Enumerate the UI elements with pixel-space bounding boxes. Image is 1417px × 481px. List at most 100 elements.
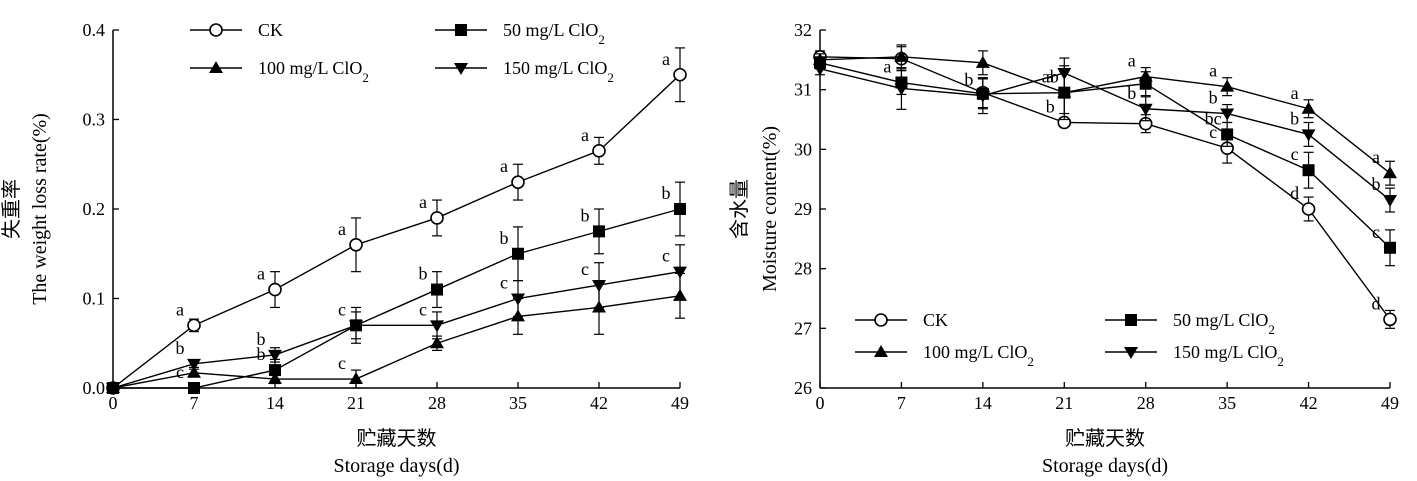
- significance-label: c: [1209, 122, 1217, 142]
- significance-label: d: [1290, 183, 1299, 203]
- y-tick-label: 0.2: [83, 199, 106, 219]
- legend-label: 100 mg/L ClO2: [258, 58, 369, 85]
- data-point: [511, 175, 525, 189]
- x-axis-title-en: Storage days(d): [333, 455, 459, 477]
- legend-marker: [874, 345, 888, 357]
- data-point: [813, 63, 827, 76]
- data-point: [813, 52, 827, 65]
- x-tick-label: 28: [428, 393, 446, 413]
- legend-item: 50 mg/L ClO2: [1105, 310, 1275, 337]
- significance-label: b: [581, 205, 590, 225]
- x-tick-label: 7: [897, 393, 906, 413]
- significance-label: b: [257, 329, 266, 349]
- data-point: [975, 55, 990, 68]
- data-point: [268, 349, 282, 362]
- data-point: [1301, 202, 1316, 216]
- y-tick-label: 29: [794, 199, 812, 219]
- series-triangle-up-filled: a a a a a: [813, 44, 1397, 186]
- legend-label: CK: [923, 310, 948, 330]
- legend-item: 100 mg/L ClO2: [190, 58, 369, 85]
- data-point: [1384, 241, 1396, 254]
- y-tick-label: 32: [794, 20, 812, 40]
- data-point: [1138, 69, 1153, 82]
- significance-label: a: [176, 299, 184, 319]
- series-line: [819, 62, 1391, 249]
- x-tick-label: 0: [109, 393, 118, 413]
- significance-label: b: [1290, 108, 1299, 128]
- data-point: [592, 280, 606, 293]
- significance-label: d: [1372, 293, 1381, 313]
- data-point: [975, 90, 990, 103]
- significance-label: a: [883, 57, 891, 77]
- series-line: [112, 74, 681, 389]
- data-point: [349, 238, 363, 252]
- significance-label: c: [419, 299, 427, 319]
- significance-label: c: [1372, 222, 1380, 242]
- data-point: [1221, 128, 1234, 141]
- x-tick-label: 35: [1218, 393, 1236, 413]
- data-point: [894, 49, 909, 62]
- significance-label: a: [338, 219, 346, 239]
- legend-item: 100 mg/L ClO2: [855, 342, 1034, 369]
- y-tick-label: 28: [794, 259, 812, 279]
- data-point: [1220, 108, 1235, 121]
- legend-marker: [1125, 314, 1137, 326]
- significance-label: b: [176, 338, 185, 358]
- data-point: [1301, 129, 1316, 142]
- x-tick-label: 42: [1300, 393, 1318, 413]
- legend-label: 50 mg/L ClO2: [503, 20, 605, 47]
- significance-label: b: [1372, 174, 1381, 194]
- x-tick-label: 49: [1381, 393, 1399, 413]
- x-tick-label: 14: [974, 393, 992, 413]
- x-tick-label: 28: [1137, 393, 1155, 413]
- significance-label: c: [338, 299, 346, 319]
- data-point: [1057, 85, 1072, 98]
- data-point: [512, 247, 524, 260]
- data-point: [894, 83, 909, 96]
- y-axis-title-cn: 失重率: [0, 179, 23, 239]
- significance-label: b: [419, 264, 428, 284]
- x-tick-label: 35: [509, 393, 527, 413]
- data-point: [187, 318, 201, 333]
- significance-label: c: [1291, 144, 1299, 164]
- data-point: [1302, 164, 1315, 177]
- legend-marker: [209, 61, 223, 73]
- significance-label: b: [257, 344, 266, 364]
- y-tick-label: 0.4: [83, 20, 106, 40]
- data-point: [1383, 195, 1397, 208]
- significance-label: b: [500, 228, 509, 248]
- data-point: [431, 283, 443, 296]
- x-tick-label: 21: [1055, 393, 1073, 413]
- y-axis-title-en: The weight loss rate(%): [29, 113, 51, 305]
- significance-label: bc: [1205, 108, 1222, 128]
- y-tick-label: 31: [794, 80, 812, 100]
- x-tick-label: 21: [347, 393, 365, 413]
- data-point: [188, 382, 200, 394]
- x-axis-title-en: Storage days(d): [1042, 455, 1168, 477]
- significance-label: c: [176, 362, 184, 382]
- significance-label: b: [1127, 83, 1136, 103]
- data-point: [430, 336, 444, 349]
- y-tick-label: 27: [794, 318, 812, 338]
- legend-item: 150 mg/L ClO2: [1105, 342, 1284, 369]
- significance-label: a: [581, 125, 589, 145]
- significance-label: a: [1372, 147, 1380, 167]
- data-point: [673, 67, 687, 82]
- legend-item: 50 mg/L ClO2: [435, 20, 605, 47]
- legend-marker: [209, 23, 223, 37]
- data-point: [674, 203, 686, 215]
- data-point: [1138, 103, 1153, 116]
- legend: CK 50 mg/L ClO2 100 mg/L ClO2 150 mg/L ClO2: [855, 310, 1284, 369]
- data-point: [592, 144, 606, 158]
- legend-item: CK: [190, 20, 283, 40]
- y-tick-label: 0.0: [83, 378, 106, 398]
- significance-label: c: [581, 259, 589, 279]
- data-point: [269, 364, 281, 377]
- data-point: [1220, 79, 1235, 92]
- series-triangle-down-filled: b b b b b: [813, 57, 1397, 213]
- data-point: [106, 383, 120, 395]
- legend-label: 150 mg/L ClO2: [1173, 342, 1284, 369]
- significance-label: b: [662, 183, 671, 203]
- chart-panel-2: 0 7 14 21 28 35 42 49 26 27 28 29 30 31 32 贮藏天数 Storage …: [728, 20, 1399, 477]
- legend-marker: [455, 24, 467, 36]
